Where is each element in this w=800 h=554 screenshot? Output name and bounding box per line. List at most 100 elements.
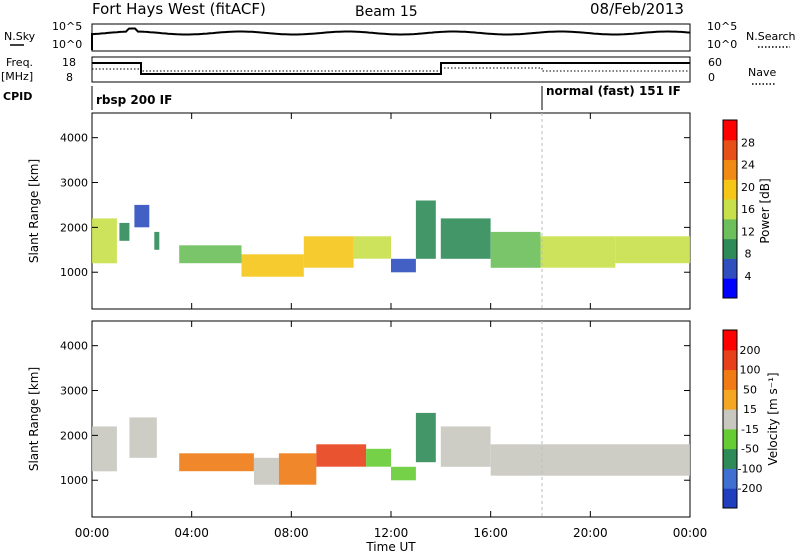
velocity-band xyxy=(366,448,391,467)
power-band xyxy=(391,258,416,273)
velocity-band xyxy=(179,453,254,472)
colorbar-segment xyxy=(723,349,737,371)
colorbar-segment xyxy=(723,120,737,141)
colorbar-tick-label: 8 xyxy=(745,248,752,261)
velocity-panel: 1000 2000 3000 4000 Slant Range [km] xyxy=(27,320,691,518)
colorbar-tick-label: -100 xyxy=(738,462,763,475)
nave-label: Nave xyxy=(748,66,776,79)
power-colorbar: 28 24 20 16 12 8 4 xyxy=(722,119,755,299)
power-band xyxy=(490,231,541,268)
power-ytick-label: 2000 xyxy=(60,221,88,234)
xtick-label: 20:00 xyxy=(573,526,608,540)
power-band xyxy=(440,218,491,259)
beam-title: Beam 15 xyxy=(355,4,418,20)
power-band xyxy=(353,236,391,259)
colorbar-segment xyxy=(723,409,737,430)
velocity-band xyxy=(254,457,279,485)
noise-tick-bottom: 10^0 xyxy=(52,38,82,51)
noise-tick-top: 10^5 xyxy=(52,20,82,33)
colorbar-segment xyxy=(723,369,737,390)
nsearch-label: N.Search xyxy=(746,30,796,43)
cpid-label: CPID xyxy=(3,90,32,103)
xtick-label: 08:00 xyxy=(274,526,309,540)
velocity-ytick-label: 1000 xyxy=(60,474,88,487)
power-ytick-label: 1000 xyxy=(60,266,88,279)
colorbar-tick-label: 24 xyxy=(741,159,755,172)
colorbar-segment xyxy=(723,428,737,450)
colorbar-tick-label: 20 xyxy=(741,181,755,194)
velocity-band xyxy=(278,453,317,485)
noise-tick-bottom-right: 10^0 xyxy=(707,38,737,51)
velocity-band xyxy=(440,426,491,467)
colorbar-tick-label: 15 xyxy=(743,403,757,416)
nsky-label: N.Sky xyxy=(4,30,36,43)
power-band xyxy=(303,236,354,268)
velocity-ytick-label: 2000 xyxy=(60,429,88,442)
colorbar-segment xyxy=(723,159,737,180)
noise-sky-line xyxy=(91,27,691,50)
xtick-label: 16:00 xyxy=(473,526,508,540)
freq-tick-top: 18 xyxy=(62,56,76,69)
power-ytick-label: 3000 xyxy=(60,177,88,190)
power-band xyxy=(92,218,117,264)
power-plot-frame xyxy=(91,112,691,310)
velocity-ytick-label: 3000 xyxy=(60,385,88,398)
freq-tick-bottom: 8 xyxy=(66,71,73,84)
colorbar-tick-label: -50 xyxy=(741,443,759,456)
time-axis: 00:00 04:00 08:00 12:00 16:00 20:00 00:00 xyxy=(75,526,708,540)
power-band xyxy=(241,254,304,277)
colorbar-segment xyxy=(723,179,737,200)
colorbar-tick-label: 50 xyxy=(743,383,757,396)
colorbar-segment xyxy=(723,139,737,161)
colorbar-frame xyxy=(722,119,738,299)
colorbar-frame xyxy=(722,329,738,509)
xtick-label: 00:00 xyxy=(75,526,110,540)
noise-panel xyxy=(91,23,691,52)
colorbar-segment xyxy=(723,238,737,259)
power-band xyxy=(540,236,616,268)
power-panel: 1000 2000 3000 4000 Slant Range [km] xyxy=(27,112,691,310)
velocity-ylabel: Slant Range [km] xyxy=(27,367,41,471)
colorbar-segment xyxy=(723,278,737,299)
colorbar-tick-label: -15 xyxy=(741,423,759,436)
velocity-band xyxy=(129,417,157,458)
xtick-label: 04:00 xyxy=(174,526,209,540)
station-title: Fort Hays West (fitACF) xyxy=(92,0,266,18)
power-axes: 1000 2000 3000 4000 xyxy=(60,113,691,309)
nave-tick-top: 60 xyxy=(708,56,722,69)
colorbar-segment xyxy=(723,258,737,279)
velocity-colorbar: 200 100 50 15 -15 -50 -100 -200 xyxy=(722,329,763,509)
colorbar-tick-label: 100 xyxy=(740,364,761,377)
velocity-band xyxy=(316,444,367,467)
velocity-band xyxy=(92,426,117,472)
velocity-plot-frame xyxy=(91,320,691,518)
power-ytick-label: 4000 xyxy=(60,132,88,145)
velocity-colorbar-label: Velocity [m s⁻¹] xyxy=(766,372,780,465)
colorbar-tick-label: 200 xyxy=(740,344,761,357)
power-colorbar-label: Power [dB] xyxy=(758,178,772,243)
power-bands xyxy=(92,200,691,277)
velocity-band xyxy=(391,466,416,481)
noise-tick-top-right: 10^5 xyxy=(707,20,737,33)
xtick-label: 12:00 xyxy=(374,526,409,540)
colorbar-tick-label: 4 xyxy=(745,270,752,283)
date-title: 08/Feb/2013 xyxy=(590,0,684,18)
cpid-segment-1: rbsp 200 IF xyxy=(96,93,172,107)
power-band xyxy=(119,222,130,241)
power-band xyxy=(615,236,691,264)
colorbar-segment xyxy=(723,218,737,240)
velocity-ytick-label: 4000 xyxy=(60,340,88,353)
freq-label: Freq. xyxy=(6,56,33,69)
colorbar-segment xyxy=(723,199,737,220)
power-band xyxy=(179,245,242,264)
freq-line xyxy=(92,62,690,75)
colorbar-tick-label: 12 xyxy=(741,225,755,238)
nave-tick-bottom: 0 xyxy=(708,71,715,84)
velocity-band xyxy=(415,412,436,463)
velocity-bands xyxy=(92,412,690,485)
velocity-band xyxy=(490,444,690,476)
colorbar-tick-label: -200 xyxy=(738,482,763,495)
colorbar-segment xyxy=(723,330,737,351)
colorbar-tick-label: 16 xyxy=(741,203,755,216)
